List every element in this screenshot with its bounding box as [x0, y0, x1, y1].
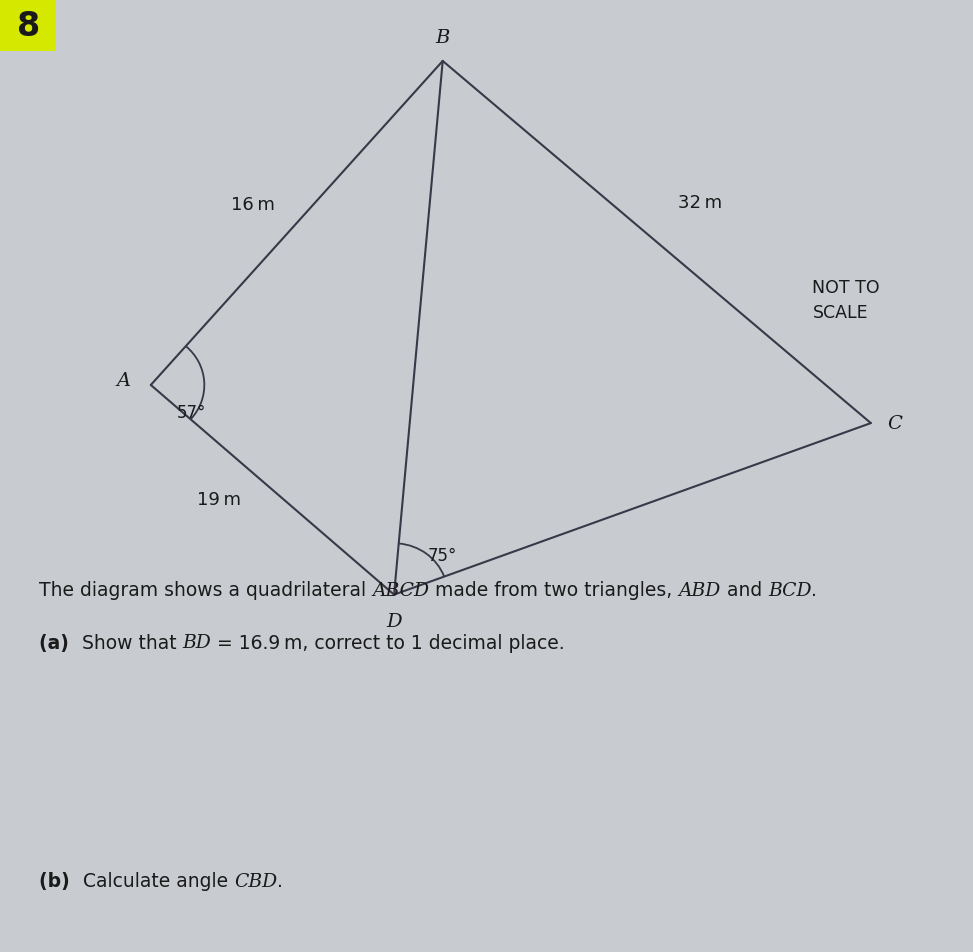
Text: and: and — [721, 581, 768, 600]
Text: (a): (a) — [39, 633, 82, 652]
Text: NOT TO
SCALE: NOT TO SCALE — [812, 278, 881, 322]
Text: 19 m: 19 m — [197, 491, 241, 508]
Text: BD: BD — [182, 634, 211, 651]
Text: 75°: 75° — [428, 546, 457, 564]
Text: Show that: Show that — [82, 633, 182, 652]
Text: CBD: CBD — [234, 872, 277, 889]
Text: made from two triangles,: made from two triangles, — [429, 581, 678, 600]
FancyBboxPatch shape — [0, 0, 56, 52]
Text: BCD: BCD — [768, 582, 811, 599]
Text: Calculate angle: Calculate angle — [83, 871, 234, 890]
Text: The diagram shows a quadrilateral: The diagram shows a quadrilateral — [39, 581, 372, 600]
Text: 57°: 57° — [177, 404, 206, 421]
Text: 16 m: 16 m — [231, 196, 275, 213]
Text: A: A — [117, 372, 130, 389]
Text: .: . — [277, 871, 283, 890]
Text: D: D — [386, 613, 402, 630]
Text: (b): (b) — [39, 871, 83, 890]
Text: C: C — [887, 415, 903, 432]
Text: ABD: ABD — [678, 582, 721, 599]
Text: 32 m: 32 m — [678, 194, 723, 211]
Text: = 16.9 m, correct to 1 decimal place.: = 16.9 m, correct to 1 decimal place. — [211, 633, 564, 652]
Text: 8: 8 — [17, 10, 40, 43]
Text: .: . — [811, 581, 817, 600]
Text: ABCD: ABCD — [372, 582, 429, 599]
Text: B: B — [436, 30, 450, 47]
